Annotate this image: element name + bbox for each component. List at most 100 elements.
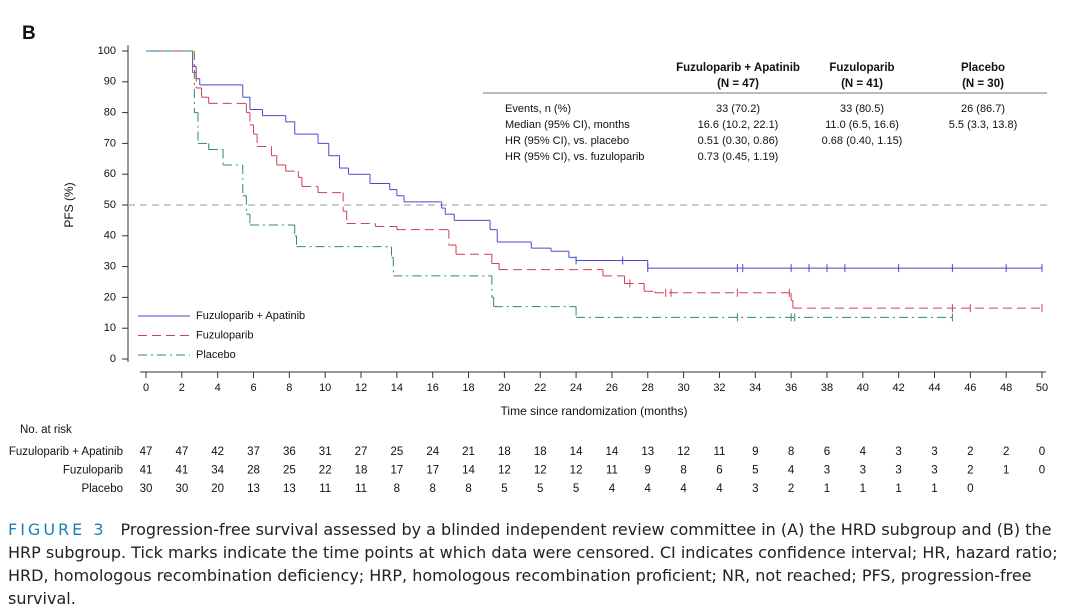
risk-count: 20 xyxy=(211,483,224,495)
risk-count: 36 xyxy=(283,446,296,458)
risk-count: 0 xyxy=(1039,446,1045,458)
y-tick-label: 70 xyxy=(104,137,116,149)
x-tick-label: 34 xyxy=(749,382,761,394)
risk-count: 11 xyxy=(355,483,367,495)
y-tick-label: 80 xyxy=(104,107,116,119)
risk-count: 17 xyxy=(390,465,403,477)
x-tick-label: 12 xyxy=(355,382,367,394)
column-header: Fuzuloparib + Apatinib xyxy=(676,62,800,74)
risk-count: 3 xyxy=(824,465,830,477)
risk-count: 18 xyxy=(534,446,547,458)
risk-count: 47 xyxy=(140,446,153,458)
risk-count: 3 xyxy=(860,465,866,477)
cell: 33 (70.2) xyxy=(716,103,760,115)
column-header: Placebo xyxy=(961,62,1005,74)
x-tick-label: 36 xyxy=(785,382,797,394)
x-tick-label: 4 xyxy=(215,382,221,394)
risk-count: 28 xyxy=(247,465,260,477)
x-tick-label: 20 xyxy=(498,382,510,394)
risk-count: 12 xyxy=(677,446,690,458)
risk-count: 0 xyxy=(1039,465,1045,477)
risk-row-name: Fuzuloparib + Apatinib xyxy=(9,446,123,458)
risk-count: 4 xyxy=(609,483,616,495)
risk-count: 3 xyxy=(931,446,937,458)
risk-count: 14 xyxy=(570,446,583,458)
risk-count: 14 xyxy=(606,446,619,458)
column-n: (N = 41) xyxy=(841,78,883,90)
y-tick-label: 30 xyxy=(104,261,116,273)
column-n: (N = 47) xyxy=(717,78,759,90)
risk-count: 2 xyxy=(1003,446,1009,458)
caption-label: FIGURE 3 xyxy=(8,520,107,539)
x-tick-label: 0 xyxy=(143,382,149,394)
x-tick-label: 10 xyxy=(319,382,331,394)
risk-count: 12 xyxy=(570,465,583,477)
risk-count: 14 xyxy=(462,465,475,477)
risk-count: 4 xyxy=(716,483,723,495)
x-tick-label: 24 xyxy=(570,382,582,394)
risk-count: 4 xyxy=(680,483,687,495)
risk-count: 13 xyxy=(247,483,260,495)
risk-count: 1 xyxy=(824,483,830,495)
y-tick-label: 90 xyxy=(104,76,116,88)
risk-count: 9 xyxy=(645,465,651,477)
cell: 0.73 (0.45, 1.19) xyxy=(698,151,779,163)
row-label: HR (95% CI), vs. placebo xyxy=(505,135,629,147)
row-label: Events, n (%) xyxy=(505,103,571,115)
cell: 33 (80.5) xyxy=(840,103,884,115)
cell: 0.51 (0.30, 0.86) xyxy=(698,135,779,147)
risk-count: 18 xyxy=(498,446,511,458)
y-tick-label: 60 xyxy=(104,168,116,180)
risk-count: 25 xyxy=(283,465,296,477)
chart: B PFS (%) Time since randomization (mont… xyxy=(9,23,1052,495)
caption-text: Progression-free survival assessed by a … xyxy=(8,520,1058,608)
risk-count: 2 xyxy=(967,446,973,458)
y-tick-label: 20 xyxy=(104,291,116,303)
x-tick-label: 26 xyxy=(606,382,618,394)
risk-count: 11 xyxy=(606,465,618,477)
risk-count: 27 xyxy=(355,446,368,458)
risk-title: No. at risk xyxy=(20,424,72,436)
cell: 11.0 (6.5, 16.6) xyxy=(825,119,899,131)
risk-count: 8 xyxy=(465,483,471,495)
x-tick-label: 30 xyxy=(677,382,689,394)
risk-count: 41 xyxy=(140,465,153,477)
y-tick-label: 40 xyxy=(104,230,116,242)
y-tick-label: 100 xyxy=(98,45,116,57)
risk-count: 34 xyxy=(211,465,224,477)
risk-count: 18 xyxy=(355,465,368,477)
x-tick-label: 32 xyxy=(713,382,725,394)
risk-count: 5 xyxy=(573,483,579,495)
cell: 26 (86.7) xyxy=(961,103,1005,115)
y-tick-label: 10 xyxy=(104,322,116,334)
risk-count: 1 xyxy=(1003,465,1009,477)
risk-count: 5 xyxy=(501,483,507,495)
x-tick-label: 50 xyxy=(1036,382,1048,394)
risk-count: 21 xyxy=(462,446,475,458)
column-n: (N = 30) xyxy=(962,78,1004,90)
x-tick-label: 46 xyxy=(964,382,976,394)
risk-count: 3 xyxy=(752,483,758,495)
risk-count: 3 xyxy=(895,465,901,477)
row-label: Median (95% CI), months xyxy=(505,119,630,131)
risk-count: 31 xyxy=(319,446,332,458)
caption: FIGURE 3 Progression-free survival assess… xyxy=(8,518,1070,610)
risk-count: 13 xyxy=(283,483,296,495)
x-tick-label: 8 xyxy=(286,382,292,394)
risk-count: 2 xyxy=(788,483,794,495)
risk-count: 22 xyxy=(319,465,332,477)
risk-count: 2 xyxy=(967,465,973,477)
x-tick-label: 28 xyxy=(642,382,654,394)
risk-count: 6 xyxy=(824,446,830,458)
risk-row-name: Fuzuloparib xyxy=(63,465,123,477)
risk-count: 25 xyxy=(390,446,403,458)
risk-count: 11 xyxy=(713,446,725,458)
risk-count: 3 xyxy=(931,465,937,477)
x-tick-label: 38 xyxy=(821,382,833,394)
panel-label: B xyxy=(22,23,36,44)
risk-count: 6 xyxy=(716,465,722,477)
y-axis-label: PFS (%) xyxy=(62,182,76,227)
x-tick-label: 44 xyxy=(928,382,940,394)
risk-count: 13 xyxy=(641,446,654,458)
